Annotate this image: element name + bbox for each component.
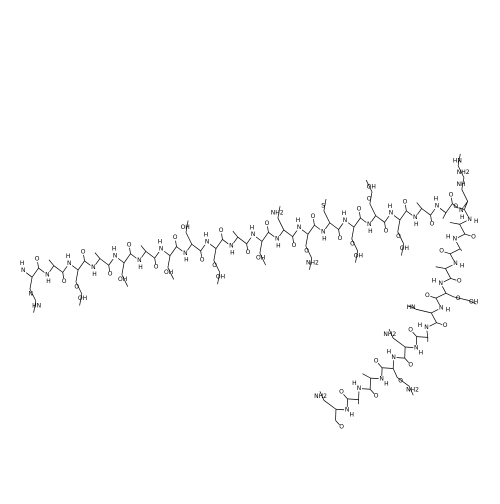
nitrogen: N [205, 238, 210, 245]
hydrogen: H [350, 412, 355, 419]
hydrogen: H [250, 224, 255, 231]
oxygen: O [62, 278, 67, 285]
hydrogen: H [446, 307, 451, 314]
side-chain-label: NH [457, 181, 466, 188]
hydrogen: H [112, 246, 117, 253]
oxygen: O [154, 263, 159, 270]
nitrogen: N [297, 224, 302, 231]
oxygen: O [403, 198, 408, 205]
hydrogen: H [20, 260, 25, 267]
side-chain-label: NH2 [383, 331, 396, 338]
hydrogen: H [296, 217, 301, 224]
side-chain-label: HN [407, 304, 416, 311]
oxygen: O [292, 242, 297, 249]
side-chain-label: OH [78, 295, 87, 302]
oxygen: O [265, 220, 270, 227]
oxygen: O [357, 206, 362, 213]
side-chain-label: NH2 [306, 259, 319, 266]
oxygen: O [108, 271, 113, 278]
hydrogen: H [414, 221, 419, 228]
side-chain-label: OH [400, 245, 409, 252]
oxygen: O [81, 249, 86, 256]
oxygen: O [430, 221, 435, 228]
oxygen: O [374, 392, 379, 399]
oxygen: O [127, 241, 132, 248]
oxygen: O [338, 235, 343, 242]
hydrogen: H [434, 196, 439, 203]
hydrogen: H [204, 231, 209, 238]
hydrogen: H [460, 214, 465, 221]
nitrogen: N [439, 304, 444, 311]
side-chain-label: OH [181, 224, 190, 231]
side-chain-label: NH2 [406, 387, 419, 394]
nitrogen: N [159, 245, 164, 252]
oxygen: O [384, 228, 389, 235]
side-chain-label: OH [469, 299, 478, 306]
hydrogen: H [92, 271, 97, 278]
oxygen: O [408, 326, 413, 333]
side-chain-label: OH [354, 252, 363, 259]
oxygen: O [200, 256, 205, 263]
oxygen: O [339, 424, 344, 431]
side-chain-label: NH2 [271, 210, 284, 217]
oxygen: O [219, 227, 224, 234]
nitrogen: N [438, 280, 443, 287]
nitrogen: N [113, 253, 118, 260]
hydrogen: H [460, 262, 465, 269]
hydrogen: H [419, 349, 424, 356]
oxygen: O [449, 191, 454, 198]
nitrogen: N [435, 203, 440, 210]
oxygen: O [439, 248, 444, 255]
hydrogen: H [184, 257, 189, 264]
hydrogen: H [66, 253, 71, 260]
side-chain-label: NH2 [457, 169, 470, 176]
hydrogen: H [474, 218, 479, 225]
nitrogen: N [357, 385, 362, 392]
hydrogen: H [158, 239, 163, 246]
side-chain-label: NH2 [314, 393, 327, 400]
nitrogen: N [67, 260, 72, 267]
hydrogen: H [432, 278, 437, 285]
nitrogen: N [389, 210, 394, 217]
side-chain-label: HN [453, 157, 462, 164]
oxygen: O [457, 278, 462, 285]
side-chain-label: HN [32, 302, 41, 309]
oxygen: O [471, 233, 476, 240]
nitrogen: N [21, 267, 26, 274]
nitrogen: N [343, 217, 348, 224]
hydrogen: H [46, 278, 51, 285]
hydrogen: H [446, 233, 451, 240]
nitrogen: N [453, 236, 458, 243]
hydrogen: H [368, 228, 373, 235]
hydrogen: H [342, 210, 347, 217]
oxygen: O [311, 213, 316, 220]
oxygen: O [425, 292, 430, 299]
oxygen: O [408, 361, 413, 368]
nitrogen: N [391, 354, 396, 361]
nitrogen: N [453, 260, 458, 267]
oxygen: O [453, 203, 458, 210]
oxygen: O [35, 256, 40, 263]
nitrogen: N [251, 231, 256, 238]
hydrogen: H [352, 380, 357, 387]
hydrogen: H [418, 322, 423, 329]
hydrogen: H [138, 264, 143, 271]
hydrogen: H [230, 250, 235, 257]
nitrogen: N [424, 324, 429, 331]
oxygen: O [173, 234, 178, 241]
oxygen: O [374, 358, 379, 365]
oxygen: O [246, 249, 251, 256]
oxygen: O [339, 389, 344, 396]
hydrogen: H [384, 381, 389, 388]
hydrogen: H [322, 235, 327, 242]
hydrogen: H [388, 203, 393, 210]
nitrogen: N [467, 216, 472, 223]
side-chain-label: OH [216, 274, 225, 281]
oxygen: O [443, 322, 448, 329]
hydrogen: H [387, 349, 392, 356]
hydrogen: H [276, 242, 281, 249]
